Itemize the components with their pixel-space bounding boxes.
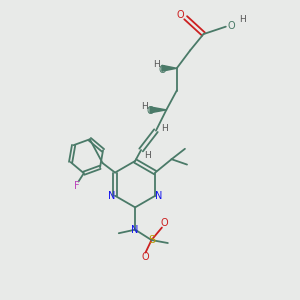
Text: H: H — [142, 101, 148, 110]
Text: O: O — [146, 106, 154, 116]
Text: H: H — [239, 15, 245, 24]
Polygon shape — [162, 65, 177, 71]
Text: H: H — [161, 124, 168, 133]
Text: N: N — [131, 225, 139, 235]
Text: F: F — [74, 181, 80, 191]
Text: O: O — [141, 252, 149, 262]
Text: S: S — [148, 235, 155, 245]
Text: H: H — [144, 152, 151, 160]
Polygon shape — [150, 107, 166, 113]
Text: N: N — [108, 191, 115, 201]
Text: O: O — [158, 65, 166, 75]
Text: H: H — [154, 60, 160, 69]
Text: O: O — [160, 218, 168, 228]
Text: N: N — [155, 191, 163, 201]
Text: O: O — [227, 21, 235, 31]
Text: O: O — [176, 10, 184, 20]
